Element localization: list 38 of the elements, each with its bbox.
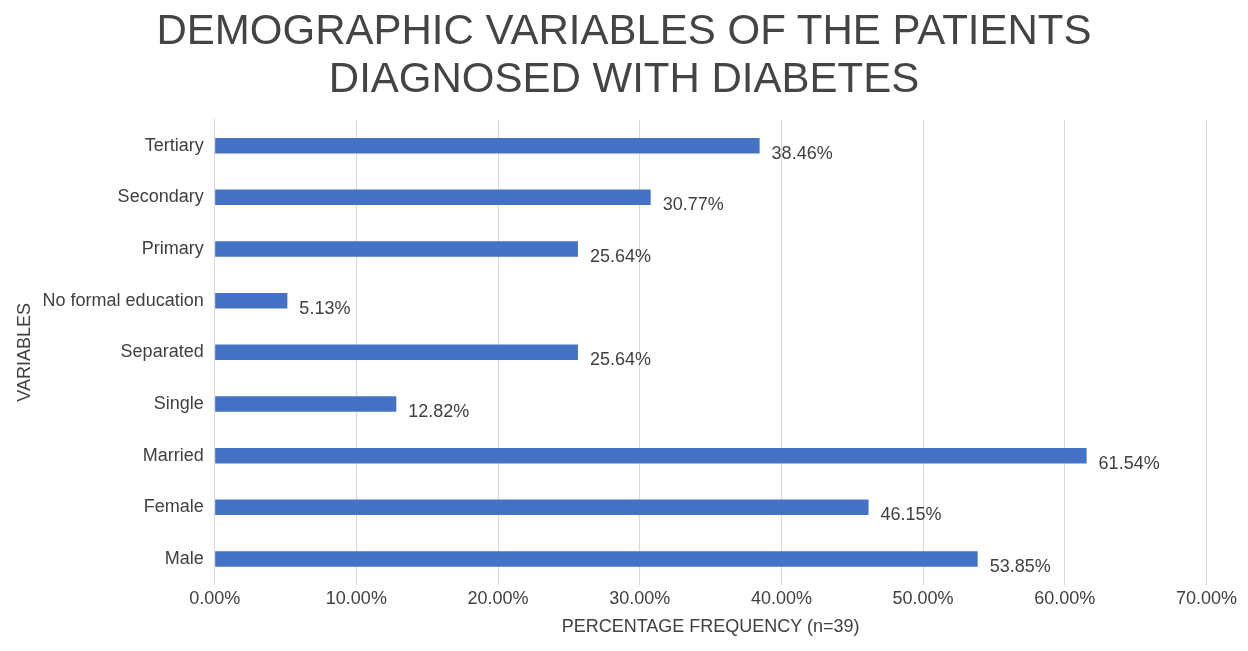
bar (215, 241, 578, 257)
chart-title: DEMOGRAPHIC VARIABLES OF THE PATIENTS DIAGNOSED WITH DIABETES (155, 5, 1093, 103)
data-label: 5.13% (299, 297, 351, 318)
bar (215, 551, 978, 567)
y-axis-title: VARIABLES (13, 302, 34, 402)
x-tick-label: 70.00% (1175, 587, 1238, 608)
y-tick-label: Female (143, 496, 204, 517)
x-tick-label: 40.00% (750, 587, 812, 608)
y-tick-label: Married (142, 444, 204, 465)
bar (215, 137, 760, 154)
data-label: 46.15% (880, 504, 942, 525)
data-label: 25.64% (589, 245, 652, 266)
x-tick-label: 10.00% (325, 587, 387, 608)
y-tick-label: Tertiary (144, 134, 204, 155)
data-label: 25.64% (589, 349, 652, 370)
x-tick-label: 50.00% (892, 587, 954, 608)
bar (215, 189, 651, 206)
data-label: 61.54% (1098, 452, 1160, 473)
y-tick-label: Male (164, 547, 204, 568)
y-tick-label: Single (153, 392, 204, 413)
bar (215, 447, 1087, 464)
x-tick-label: 0.00% (189, 587, 241, 608)
data-label: 30.77% (662, 194, 724, 215)
bar (215, 396, 397, 412)
data-label: 12.82% (408, 400, 470, 421)
bar (215, 499, 869, 516)
y-tick-label: Primary (141, 237, 204, 258)
y-tick-label: Secondary (117, 186, 204, 207)
data-label: 53.85% (989, 555, 1051, 576)
x-tick-label: 20.00% (467, 587, 529, 608)
bar (215, 292, 288, 309)
y-tick-label: No formal education (42, 289, 204, 310)
y-tick-label: Separated (120, 341, 204, 362)
bar (215, 344, 578, 361)
data-label: 38.46% (771, 142, 833, 163)
x-tick-label: 60.00% (1034, 587, 1096, 608)
x-tick-label: 30.00% (609, 587, 671, 608)
x-axis-title: PERCENTAGE FREQUENCY (n=39) (561, 616, 860, 637)
